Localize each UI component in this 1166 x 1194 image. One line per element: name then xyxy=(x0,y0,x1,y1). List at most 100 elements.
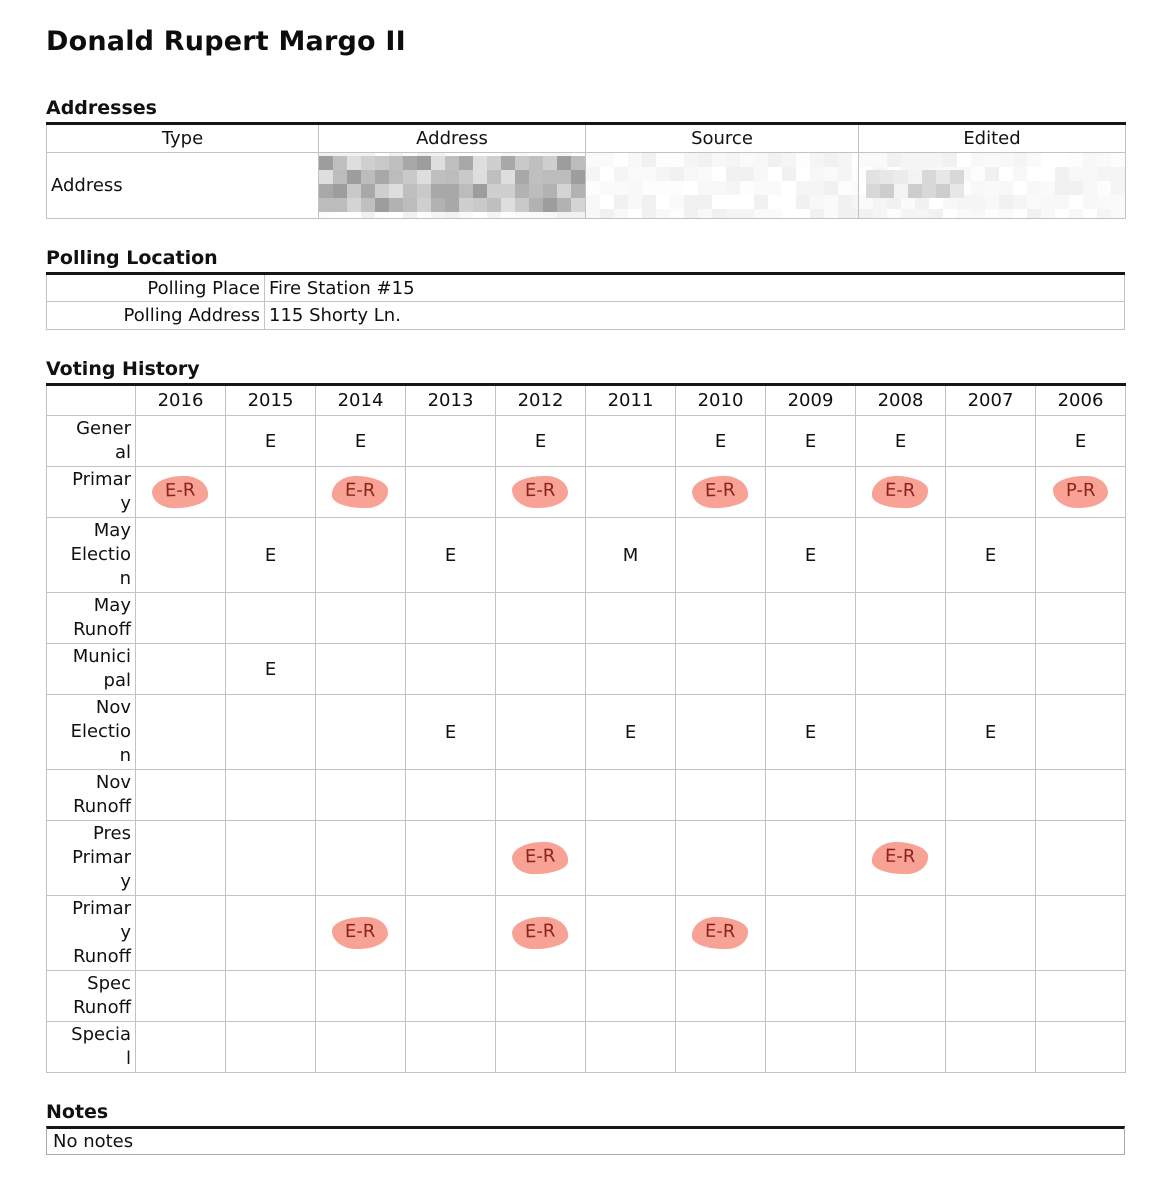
vh-cell xyxy=(585,1021,676,1073)
vh-cell: M xyxy=(585,517,676,593)
vh-cell: E-R xyxy=(855,466,946,518)
polling-location-section: Polling Location Polling Place Fire Stat… xyxy=(46,247,1125,330)
column-header-address: Address xyxy=(318,123,586,153)
vh-cell xyxy=(675,694,766,770)
column-header-type: Type xyxy=(46,123,319,153)
addresses-header-row: Type Address Source Edited xyxy=(46,123,1126,153)
vh-year-header: 2010 xyxy=(675,384,766,416)
vh-row-label: Specia l xyxy=(46,1021,136,1073)
vh-cell xyxy=(495,694,586,770)
vh-cell: E-R xyxy=(315,466,406,518)
vh-cell xyxy=(585,466,676,518)
polling-address-label: Polling Address xyxy=(46,301,265,330)
vh-cell: E xyxy=(225,415,316,467)
vh-row-may-election: May Electio n E E M E E xyxy=(46,517,1126,593)
polling-place-label: Polling Place xyxy=(46,273,265,302)
vh-year-header: 2012 xyxy=(495,384,586,416)
vh-cell xyxy=(135,517,226,593)
vh-row-label: Gener al xyxy=(46,415,136,467)
vh-row-may-runoff: May Runoff xyxy=(46,592,1126,644)
vh-cell xyxy=(405,769,496,821)
vh-cell xyxy=(225,769,316,821)
vh-header-row: 2016 2015 2014 2013 2012 2011 2010 2009 2008 2007… xyxy=(46,384,1126,416)
highlighted-vote-code: E-R xyxy=(692,916,749,950)
vh-cell xyxy=(405,820,496,896)
vh-row-label: Pres Primar y xyxy=(46,820,136,896)
vh-cell xyxy=(225,820,316,896)
vh-cell: E xyxy=(225,643,316,695)
vh-cell xyxy=(855,694,946,770)
vh-cell xyxy=(225,694,316,770)
vh-cell xyxy=(405,466,496,518)
vh-cell: E xyxy=(225,517,316,593)
vh-row-label: Munici pal xyxy=(46,643,136,695)
vh-cell xyxy=(1035,517,1126,593)
vh-cell xyxy=(945,592,1036,644)
vh-cell xyxy=(585,820,676,896)
vh-cell xyxy=(405,895,496,971)
vh-cell xyxy=(315,517,406,593)
vh-cell xyxy=(945,415,1036,467)
vh-cell xyxy=(405,1021,496,1073)
vh-cell xyxy=(315,643,406,695)
vh-row-label: Nov Runoff xyxy=(46,769,136,821)
vh-year-header: 2007 xyxy=(945,384,1036,416)
vh-cell xyxy=(495,970,586,1022)
vh-cell: E-R xyxy=(495,820,586,896)
vh-cell xyxy=(405,415,496,467)
vh-year-header: 2014 xyxy=(315,384,406,416)
vh-cell xyxy=(945,970,1036,1022)
vh-cell: E-R xyxy=(855,820,946,896)
vh-cell: E xyxy=(1035,415,1126,467)
vh-cell xyxy=(675,592,766,644)
vh-cell: P-R xyxy=(1035,466,1126,518)
highlighted-vote-code: E-R xyxy=(872,475,929,509)
redacted-address-cell xyxy=(318,152,586,219)
vh-cell xyxy=(1035,769,1126,821)
vh-cell: E-R xyxy=(675,895,766,971)
vh-cell xyxy=(315,769,406,821)
vh-cell xyxy=(1035,1021,1126,1073)
vh-cell: E xyxy=(675,415,766,467)
vh-cell xyxy=(675,820,766,896)
address-type-cell: Address xyxy=(46,152,319,219)
vh-year-header: 2006 xyxy=(1035,384,1126,416)
vh-cell xyxy=(675,1021,766,1073)
vh-row-label: May Electio n xyxy=(46,517,136,593)
vh-cell xyxy=(855,517,946,593)
addresses-section: Addresses Type Address Source Edited Add… xyxy=(46,97,1126,219)
highlighted-vote-code: P-R xyxy=(1052,475,1109,509)
vh-row-label: Spec Runoff xyxy=(46,970,136,1022)
vh-cell: E xyxy=(585,694,676,770)
vh-row-primary: Primar y E-R E-R E-R E-R E-R P-R xyxy=(46,466,1126,518)
vh-cell: E xyxy=(765,415,856,467)
vh-year-header: 2009 xyxy=(765,384,856,416)
vh-cell xyxy=(585,970,676,1022)
vh-cell xyxy=(945,895,1036,971)
vh-cell: E-R xyxy=(675,466,766,518)
vh-cell xyxy=(585,415,676,467)
vh-year-header: 2011 xyxy=(585,384,676,416)
faint-blur-source xyxy=(586,153,858,218)
vh-cell xyxy=(135,694,226,770)
vh-cell xyxy=(135,769,226,821)
vh-row-pres-primary: Pres Primar y E-R E-R xyxy=(46,820,1126,896)
highlighted-vote-code: E-R xyxy=(512,475,569,509)
polling-address-value: 115 Shorty Ln. xyxy=(264,301,1125,330)
vh-row-nov-election: Nov Electio n E E E E xyxy=(46,694,1126,770)
vh-cell xyxy=(135,895,226,971)
vh-cell xyxy=(945,466,1036,518)
vh-cell xyxy=(765,592,856,644)
vh-cell xyxy=(585,769,676,821)
redacted-address-mosaic xyxy=(319,156,585,212)
vh-cell xyxy=(315,970,406,1022)
vh-row-label: Primar y xyxy=(46,466,136,518)
vh-cell xyxy=(945,643,1036,695)
notes-heading: Notes xyxy=(46,1101,109,1123)
polling-location-table: Polling Place Fire Station #15 Polling A… xyxy=(46,272,1125,330)
vh-cell xyxy=(495,592,586,644)
vh-year-header: 2013 xyxy=(405,384,496,416)
vh-cell: E-R xyxy=(315,895,406,971)
vh-cell: E-R xyxy=(495,895,586,971)
vh-cell xyxy=(765,970,856,1022)
